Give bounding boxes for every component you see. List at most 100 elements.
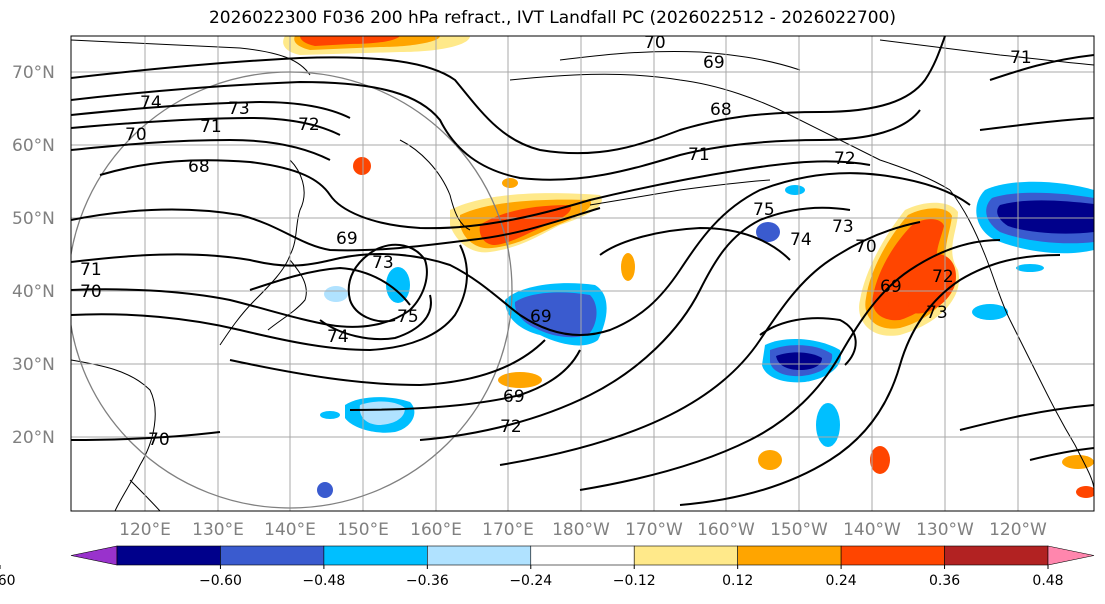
lat-label-20n: 20°N <box>12 428 55 448</box>
colorbar-tick-labels: −0.60 −0.48 −0.36 −0.24 −0.12 0.12 0.24 0.36 0.4… <box>0 565 1064 589</box>
contour-label-16: 74 <box>327 327 349 347</box>
colorbar-tick-label: 0.24 <box>826 573 857 589</box>
contour-10 <box>71 244 468 352</box>
coast-arctic-islands-2 <box>879 39 1094 66</box>
shade-baja-blob <box>1062 455 1094 469</box>
shade-hawaii-blob <box>758 450 782 470</box>
colorbar-tick-label: −0.24 <box>509 573 552 589</box>
shade-nmex-blob <box>1016 264 1044 272</box>
contour-label-12: 69 <box>336 229 358 249</box>
contour-label-4: 74 <box>140 93 162 113</box>
coast-china <box>71 359 156 511</box>
map-title: 2026022300 F036 200 hPa refract., IVT La… <box>208 8 896 28</box>
lon-label-140e: 140°E <box>264 520 316 540</box>
contour-24 <box>979 117 1094 131</box>
contour-16 <box>599 226 791 261</box>
contour-23 <box>989 54 1094 81</box>
shade-small-blob <box>498 372 542 388</box>
contour-label-28: 69 <box>503 387 525 407</box>
colorbar-tick-label: −0.36 <box>406 573 449 589</box>
contour-2 <box>71 80 921 181</box>
contour-label-15: 75 <box>397 307 419 327</box>
shade-japan-blob <box>324 286 348 302</box>
colorbar-segment-8 <box>840 545 945 566</box>
colorbar-tick-label: 0.48 <box>1032 573 1063 589</box>
contour-25 <box>1029 447 1094 461</box>
contour-14 <box>349 349 581 411</box>
lon-label-140w: 140°W <box>843 520 901 540</box>
contour-label-19: 74 <box>790 230 812 250</box>
contour-18 <box>579 239 1001 491</box>
colorbar-segment-1 <box>116 545 221 566</box>
shade-arctic-red <box>300 36 400 46</box>
shade-west-pacific-lightblue <box>359 401 405 425</box>
contour-label-26: 70 <box>80 282 102 302</box>
contour-label-25: 71 <box>80 260 102 280</box>
contour-label-17: 69 <box>530 307 552 327</box>
contour-15 <box>419 206 851 441</box>
contour-11 <box>249 266 411 306</box>
contour-label-6: 72 <box>298 115 320 135</box>
lon-label-170e: 170°E <box>482 520 534 540</box>
contour-label-5: 73 <box>228 99 250 119</box>
lat-label-40n: 40°N <box>12 282 55 302</box>
contour-label-27: 70 <box>148 430 170 450</box>
contour-3 <box>71 100 351 119</box>
contour-9 <box>71 243 428 328</box>
contour-label-23: 72 <box>932 267 954 287</box>
lon-label-180w: 180°W <box>552 520 610 540</box>
colorbar: −0.60 −0.48 −0.36 −0.24 −0.12 0.12 0.24 0.36 0.4… <box>0 545 1095 589</box>
contour-label-18: 75 <box>753 200 775 220</box>
contour-label-13: 71 <box>688 145 710 165</box>
shade-okhotsk-blob <box>353 157 371 175</box>
contour-20 <box>759 317 857 366</box>
contour-5 <box>71 138 331 161</box>
longitude-labels: 120°E 130°E 140°E 150°E 160°E 170°E 180°… <box>119 520 1047 540</box>
refractivity-contours <box>71 36 1094 506</box>
lat-label-70n: 70°N <box>12 63 55 83</box>
colorbar-segment-10 <box>1047 545 1095 566</box>
contour-label-2: 69 <box>703 53 725 73</box>
shade-small-blob-2 <box>502 178 518 188</box>
colorbar-segments <box>70 545 1095 566</box>
colorbar-segment-9 <box>944 545 1049 566</box>
lon-label-170w: 170°W <box>625 520 683 540</box>
contour-label-10: 72 <box>834 149 856 169</box>
coast-japan <box>267 259 307 331</box>
coast-kamchatka <box>399 139 471 231</box>
contour-labels: 70 69 71 74 73 72 70 71 68 72 68 69 71 7… <box>80 33 1032 450</box>
shade-mid-blob <box>816 403 840 447</box>
colorbar-segment-0 <box>70 545 118 566</box>
contour-19 <box>679 254 1061 506</box>
contour-8 <box>71 172 971 336</box>
range-circle <box>71 71 513 509</box>
shade-aleutian-blob <box>621 253 635 281</box>
shade-sea-blob <box>320 411 340 419</box>
colorbar-tick-label: 0.36 <box>929 573 960 589</box>
contour-17 <box>499 221 921 466</box>
contour-22 <box>71 431 221 441</box>
colorbar-segment-3 <box>323 545 428 566</box>
colorbar-tick-label: −0.48 <box>302 573 345 589</box>
lon-label-120w: 120°W <box>989 520 1047 540</box>
latitude-labels: 70°N 60°N 50°N 40°N 30°N 20°N <box>12 63 55 448</box>
colorbar-segment-2 <box>220 545 325 566</box>
contour-12 <box>319 294 432 341</box>
contour-label-1: 70 <box>644 33 666 53</box>
lon-label-160e: 160°E <box>410 520 462 540</box>
contour-label-29: 72 <box>500 417 522 437</box>
contour-label-21: 70 <box>855 237 877 257</box>
coast-asia-north <box>71 39 311 76</box>
coast-arctic-islands <box>559 51 801 71</box>
lon-label-120e: 120°E <box>119 520 171 540</box>
contour-label-8: 71 <box>200 117 222 137</box>
map-frame <box>70 35 1095 512</box>
lat-label-50n: 50°N <box>12 209 55 229</box>
contour-6 <box>99 159 871 230</box>
colorbar-segment-4 <box>427 545 532 566</box>
colorbar-segment-7 <box>737 545 842 566</box>
contour-label-24: 73 <box>926 303 948 323</box>
graticule <box>71 36 1094 511</box>
contour-label-22: 69 <box>880 277 902 297</box>
